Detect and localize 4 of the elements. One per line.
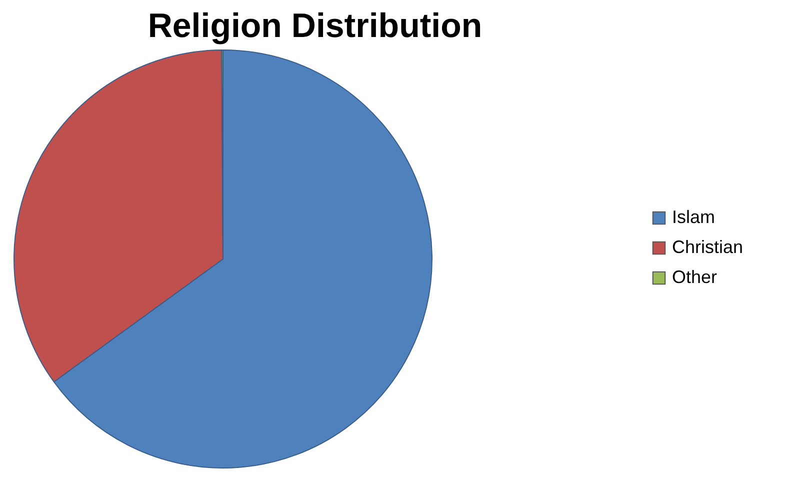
- legend-label: Islam: [672, 207, 716, 227]
- legend-label: Other: [672, 267, 718, 287]
- legend-label: Christian: [672, 237, 744, 257]
- chart-title: Religion Distribution: [148, 7, 482, 45]
